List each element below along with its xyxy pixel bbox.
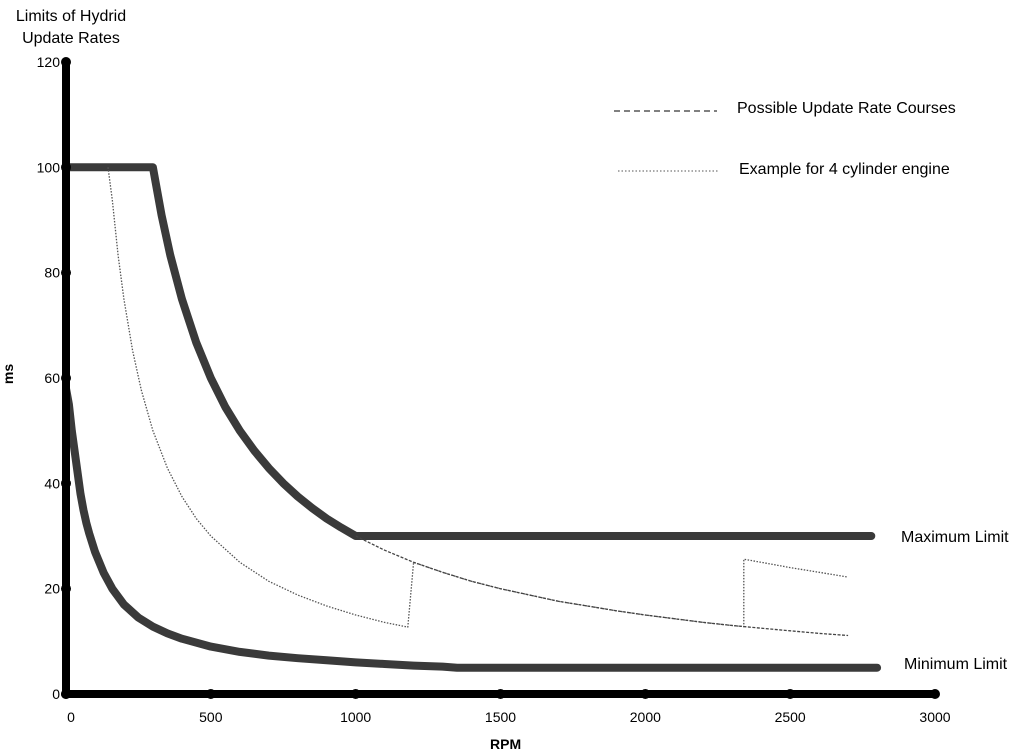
x-tick-mark (785, 689, 796, 699)
ticks-layer: 0 500 1000 1500 2000 2500 3000 0 20 40 60 80 100 120 (37, 54, 951, 725)
y-tick-label: 80 (44, 265, 60, 281)
y-tick-label: 60 (44, 370, 60, 386)
legend-label-dotted: Example for 4 cylinder engine (739, 161, 950, 178)
x-tick-mark (930, 689, 940, 699)
x-tick-label: 1500 (485, 709, 516, 725)
y-tick-mark (61, 267, 71, 278)
y-tick-mark (61, 373, 71, 383)
y-tick-mark (61, 583, 71, 594)
x-tick-label: 0 (67, 709, 75, 725)
axes-layer (62, 58, 939, 698)
y-tick-mark (61, 57, 71, 67)
legend-layer (614, 110, 718, 172)
y-tick-label: 20 (44, 581, 60, 597)
legend-label-dashed: Possible Update Rate Courses (737, 100, 956, 117)
x-tick-label: 3000 (919, 709, 950, 725)
minimum-limit-label: Minimum Limit (904, 656, 1008, 673)
y-tick-label: 40 (44, 475, 60, 491)
y-axis-title: ms (0, 363, 17, 385)
series-line-possible-update-rate-courses (355, 535, 849, 637)
y-tick-mark (61, 689, 71, 699)
x-tick-mark (350, 689, 361, 699)
y-tick-label: 0 (52, 686, 60, 702)
chart-title-line-2: Update Rates (22, 30, 120, 47)
y-tick-label: 120 (37, 54, 61, 70)
y-tick-mark (61, 478, 71, 489)
x-axis-title: RPM (490, 736, 522, 752)
x-tick-mark (495, 689, 506, 699)
series-line-maximum-limit (62, 163, 876, 540)
series-line-minimum-limit (62, 384, 882, 672)
chart-title-line-1: Limits of Hydrid (15, 8, 127, 25)
y-tick-mark (61, 162, 71, 173)
series-layer (62, 163, 882, 672)
x-tick-label: 2500 (775, 709, 806, 725)
y-tick-label: 100 (37, 159, 61, 175)
x-tick-label: 2000 (630, 709, 661, 725)
x-tick-label: 1000 (340, 709, 371, 725)
series-line-example-for-4-cylinder-engine (107, 167, 849, 628)
maximum-limit-label: Maximum Limit (901, 529, 1009, 546)
x-tick-mark (205, 689, 216, 699)
x-tick-label: 500 (199, 709, 223, 725)
x-tick-mark (640, 689, 651, 699)
